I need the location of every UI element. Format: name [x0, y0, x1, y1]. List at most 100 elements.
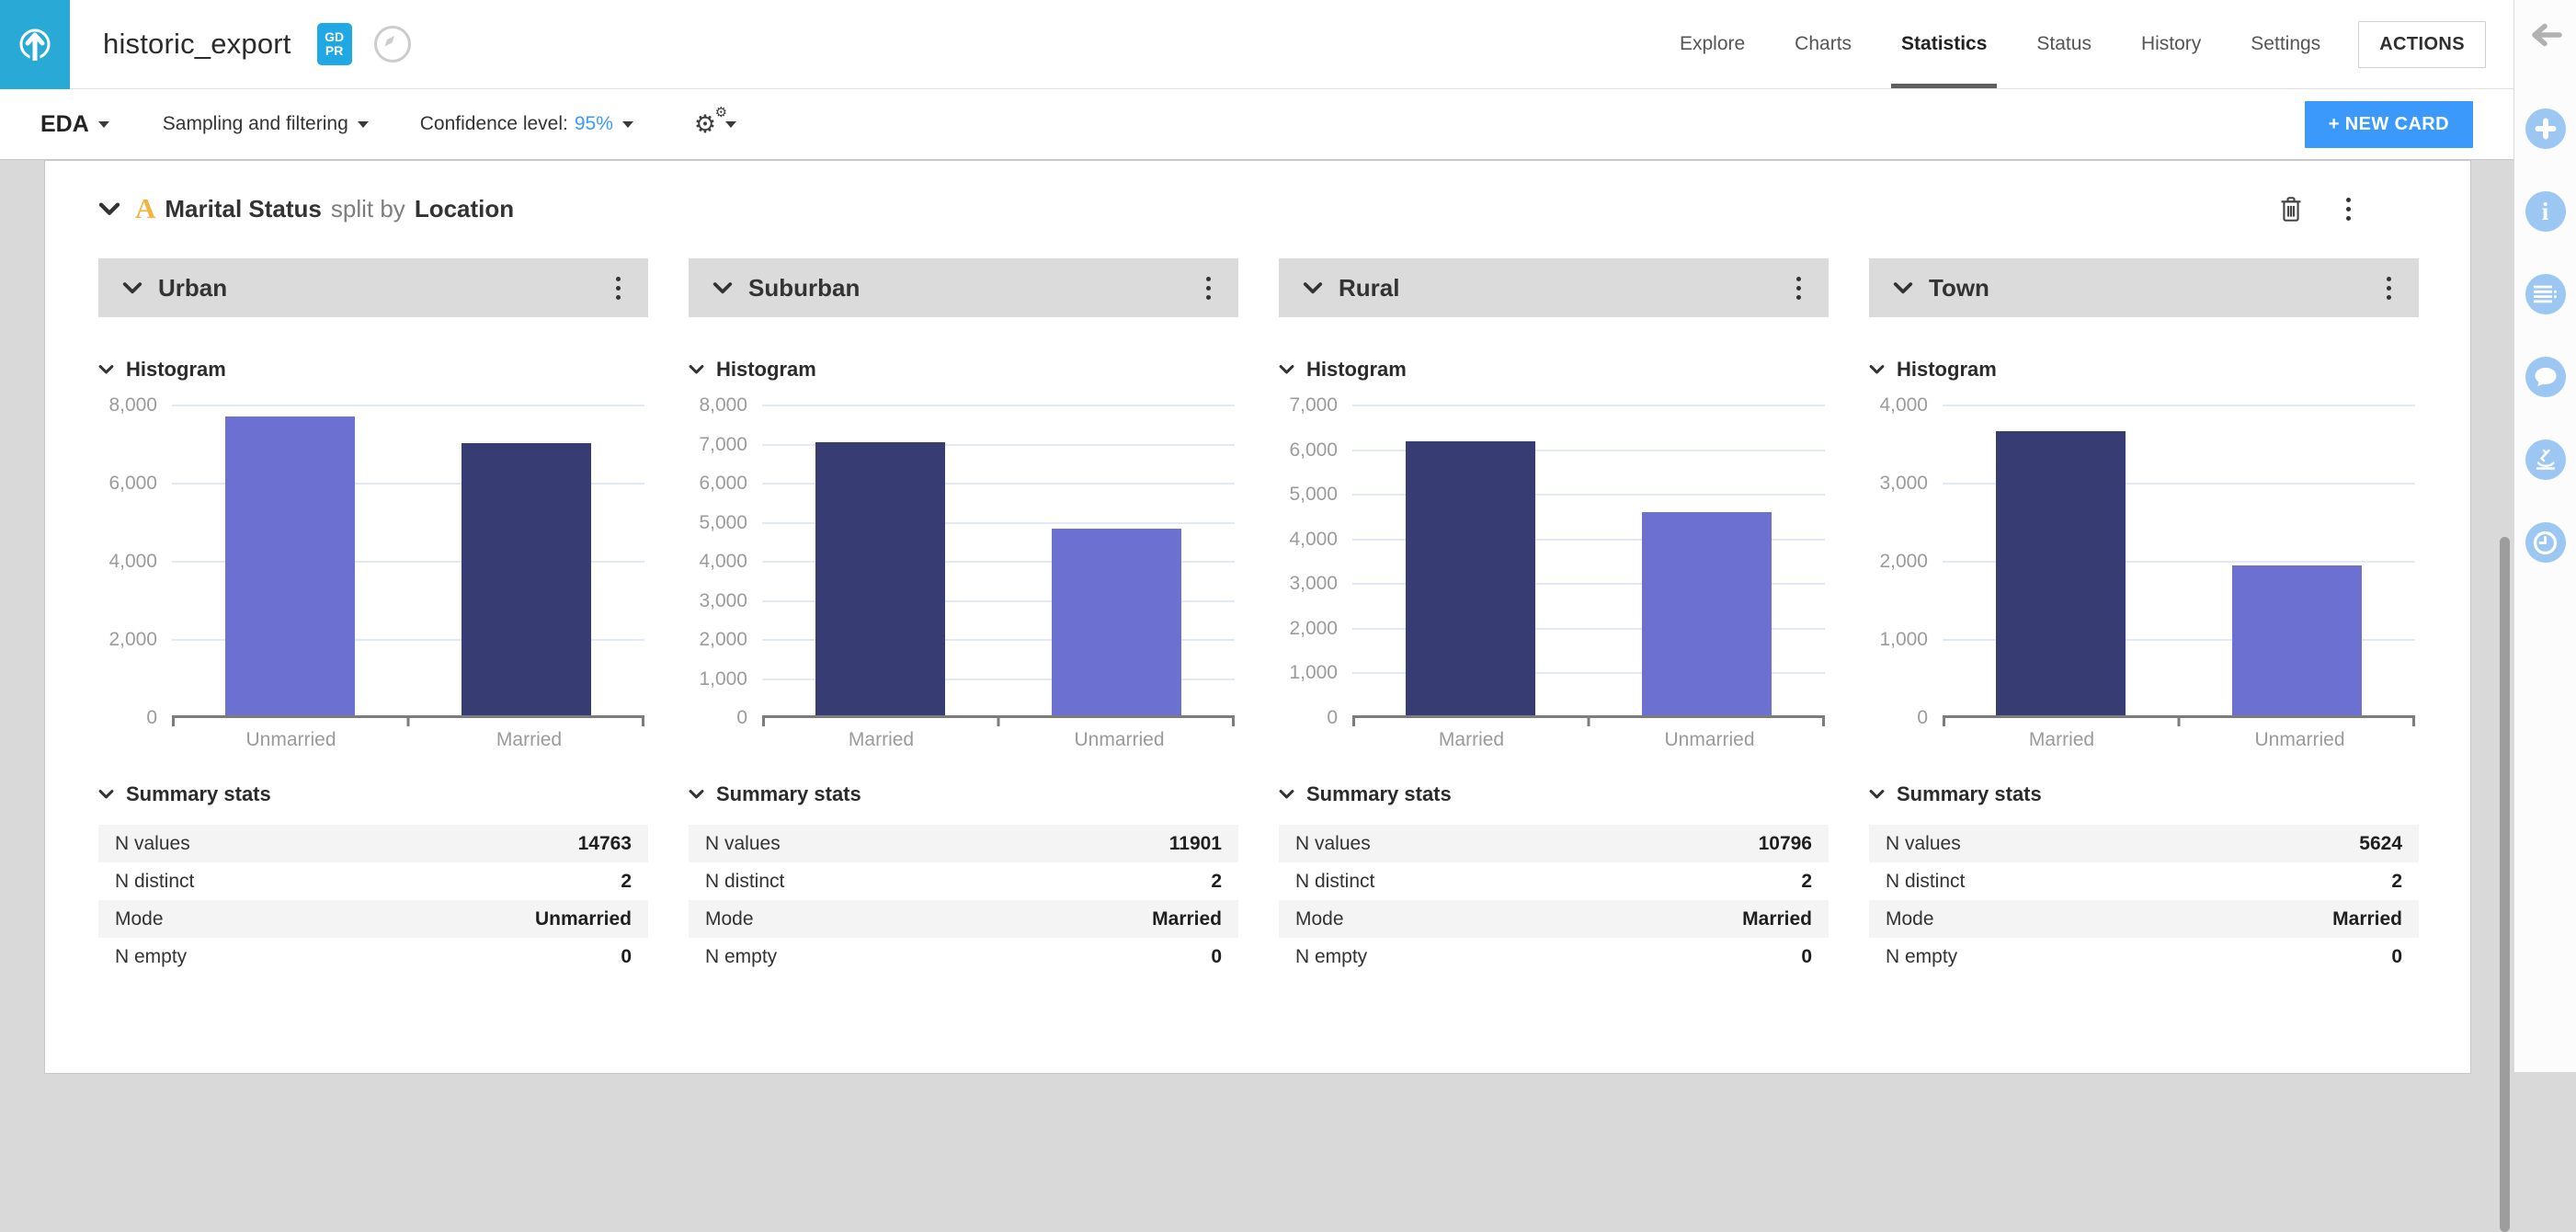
card-menu-kebab-icon[interactable]: [2342, 194, 2354, 224]
histogram-section-header[interactable]: Histogram: [689, 358, 1238, 382]
x-axis-tick: [642, 718, 644, 726]
summary-row-value: 0: [1211, 945, 1222, 967]
summary-stats-table: N values 14763 N distinct 2 Mode Unmarried N e…: [98, 825, 648, 975]
y-tick-label: 4,000: [1289, 528, 1338, 550]
histogram-section-header[interactable]: Histogram: [1869, 358, 2419, 382]
histogram-section-label: Histogram: [126, 358, 226, 381]
summary-section-header[interactable]: Summary stats: [98, 782, 648, 806]
settings-gears-dropdown[interactable]: ⚙ ⚙: [693, 104, 737, 138]
x-category-label: Unmarried: [1664, 729, 1755, 750]
gears-icon: ⚙ ⚙: [693, 104, 728, 138]
vertical-scrollbar[interactable]: [2500, 537, 2510, 1232]
x-axis-labels: Married Unmarried: [1943, 729, 2419, 751]
histogram-section-header[interactable]: Histogram: [1279, 358, 1829, 382]
summary-row-label: N distinct: [1886, 870, 1966, 892]
panel-plus-icon[interactable]: [2525, 108, 2566, 149]
tab-charts[interactable]: Charts: [1795, 33, 1852, 54]
right-panel-rail: i: [2513, 0, 2576, 1072]
x-axis-tick: [2177, 718, 2181, 726]
summary-row-label: N distinct: [705, 870, 785, 892]
dataset-logo[interactable]: [0, 0, 70, 89]
chevron-down-icon: [122, 281, 142, 293]
summary-row-label: Mode: [1295, 907, 1344, 930]
y-tick-label: 3,000: [1879, 473, 1928, 494]
chevron-down-icon: [1303, 281, 1323, 293]
sampling-filtering-dropdown[interactable]: Sampling and filtering: [163, 113, 369, 135]
gridline: [172, 639, 644, 641]
x-axis-tick: [1943, 718, 1945, 726]
navigator-icon[interactable]: [373, 26, 411, 63]
gdpr-badge[interactable]: GD PR: [316, 23, 352, 65]
summary-section-header[interactable]: Summary stats: [1279, 782, 1829, 806]
summary-row-label: N values: [1295, 832, 1371, 854]
summary-row-label: N distinct: [115, 870, 195, 892]
panel-microscope-icon[interactable]: [2525, 439, 2566, 480]
y-tick-label: 1,000: [1879, 629, 1928, 650]
summary-section-label: Summary stats: [716, 782, 861, 805]
histogram-bar-married: [1405, 441, 1536, 715]
x-axis-labels: Married Unmarried: [1352, 729, 1829, 751]
y-tick-label: 1,000: [1289, 662, 1338, 684]
x-axis-tick: [997, 718, 1000, 726]
summary-row-label: Mode: [705, 907, 754, 930]
panel-info-icon[interactable]: i: [2525, 191, 2566, 232]
split-group-title: Rural: [1339, 273, 1400, 302]
panel-comment-icon[interactable]: [2525, 357, 2566, 397]
actions-button[interactable]: ACTIONS: [2358, 20, 2486, 68]
summary-section-header[interactable]: Summary stats: [1869, 782, 2419, 806]
summary-row: N distinct 2: [689, 862, 1238, 900]
summary-section-header[interactable]: Summary stats: [689, 782, 1238, 806]
collapse-chevron-icon[interactable]: [98, 201, 120, 217]
trash-icon[interactable]: [2278, 195, 2304, 223]
tab-explore[interactable]: Explore: [1679, 33, 1746, 54]
histogram-section-label: Histogram: [1306, 358, 1407, 381]
y-axis: 8,000 7,000 6,000 5,000 4,000 3,000 2,000 1,000…: [689, 394, 762, 728]
chevron-down-icon: [712, 281, 733, 293]
histogram-bar-unmarried: [1641, 512, 1772, 715]
x-category-label: Married: [848, 729, 915, 750]
summary-row: N values 10796: [1279, 825, 1829, 862]
gridline: [1943, 483, 2415, 485]
summary-row: N empty 0: [98, 938, 648, 975]
split-groups-grid: Urban Histogram 8,000 6,000 4,000 2,000 0 Unma…: [98, 258, 2419, 975]
collapse-panel-arrow[interactable]: [2514, 22, 2576, 48]
summary-row-value: 0: [1801, 945, 1812, 967]
y-tick-label: 5,000: [1289, 484, 1338, 506]
group-menu-kebab-icon[interactable]: [1203, 273, 1214, 303]
y-tick-label: 7,000: [1289, 394, 1338, 416]
tab-status[interactable]: Status: [2036, 33, 2092, 54]
panel-clock-icon[interactable]: [2525, 522, 2566, 563]
histogram-bar-unmarried: [224, 416, 356, 715]
split-group-header-suburban[interactable]: Suburban: [689, 258, 1238, 317]
group-menu-kebab-icon[interactable]: [1793, 273, 1805, 303]
group-menu-kebab-icon[interactable]: [2383, 273, 2395, 303]
gridline: [1352, 583, 1825, 586]
eda-dropdown[interactable]: EDA: [40, 111, 109, 138]
summary-row-value: Married: [1152, 907, 1222, 930]
y-tick-label: 0: [736, 707, 747, 728]
summary-row-label: Mode: [1886, 907, 1934, 930]
histogram-section-header[interactable]: Histogram: [98, 358, 648, 382]
new-card-button[interactable]: + NEW CARD: [2304, 100, 2473, 148]
summary-row-label: Mode: [115, 907, 164, 930]
confidence-level-dropdown[interactable]: Confidence level: 95%: [420, 113, 633, 135]
panel-list-icon[interactable]: [2525, 274, 2566, 314]
histogram-section-label: Histogram: [1897, 358, 1997, 381]
tab-history[interactable]: History: [2140, 33, 2202, 54]
x-category-label: Unmarried: [1074, 729, 1165, 750]
summary-row: N values 11901: [689, 825, 1238, 862]
split-group-header-urban[interactable]: Urban: [98, 258, 648, 317]
tab-settings[interactable]: Settings: [2251, 33, 2321, 54]
split-group-column-urban: Urban Histogram 8,000 6,000 4,000 2,000 0 Unma…: [98, 258, 648, 975]
summary-row-value: 2: [1801, 870, 1812, 892]
split-group-header-town[interactable]: Town: [1869, 258, 2419, 317]
histogram-chart: 8,000 7,000 6,000 5,000 4,000 3,000 2,000 1,000…: [689, 394, 1238, 728]
dataset-nav-tabs: Explore Charts Statistics Status History Sett…: [1655, 0, 2345, 88]
x-category-label: Unmarried: [245, 729, 336, 750]
summary-row: N empty 0: [1279, 938, 1829, 975]
tab-statistics[interactable]: Statistics: [1876, 0, 2012, 88]
group-menu-kebab-icon[interactable]: [612, 273, 624, 303]
chevron-down-icon: [357, 120, 369, 128]
split-group-header-rural[interactable]: Rural: [1279, 258, 1829, 317]
histogram-chart: 4,000 3,000 2,000 1,000 0: [1869, 394, 2419, 728]
